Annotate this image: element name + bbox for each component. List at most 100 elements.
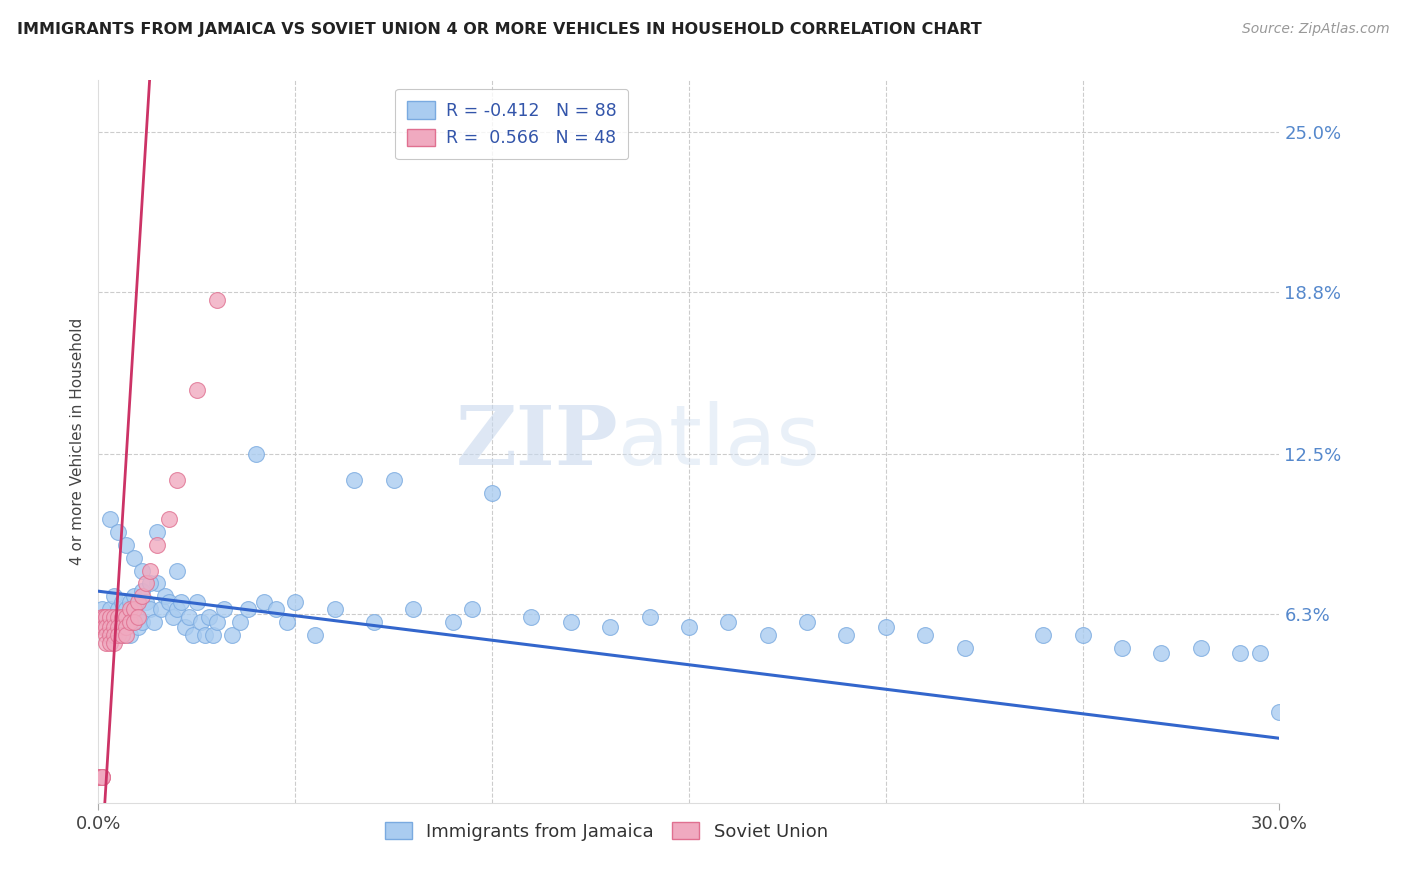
Point [107, 628, 129, 642]
Point [127, 610, 149, 624]
Point [678, 620, 700, 634]
Point [205, 293, 228, 307]
Point [382, 473, 405, 487]
Point [181, 628, 204, 642]
Point [122, 615, 145, 630]
Point [93, 620, 115, 634]
Point [96, 628, 118, 642]
Point [91, 620, 114, 634]
Point [115, 610, 138, 624]
Point [1032, 628, 1054, 642]
Point [150, 602, 173, 616]
Point [118, 615, 141, 630]
Point [138, 564, 160, 578]
Point [91, 610, 114, 624]
Point [111, 628, 134, 642]
Point [229, 615, 252, 630]
Point [174, 620, 197, 634]
Point [93, 610, 115, 624]
Point [98, 628, 121, 642]
Point [363, 615, 385, 630]
Point [138, 602, 160, 616]
Point [186, 594, 208, 608]
Point [115, 620, 138, 634]
Point [107, 524, 129, 539]
Point [127, 620, 149, 634]
Point [96, 615, 118, 630]
Point [96, 620, 118, 634]
Point [131, 584, 153, 599]
Point [138, 576, 160, 591]
Point [131, 590, 153, 604]
Point [157, 512, 180, 526]
Point [103, 636, 125, 650]
Point [343, 473, 366, 487]
Point [157, 594, 180, 608]
Point [91, 770, 114, 784]
Point [146, 576, 169, 591]
Point [1189, 640, 1212, 655]
Point [96, 620, 118, 634]
Point [98, 512, 121, 526]
Point [103, 590, 125, 604]
Point [796, 615, 818, 630]
Point [166, 564, 188, 578]
Point [131, 615, 153, 630]
Point [98, 628, 121, 642]
Point [1111, 640, 1133, 655]
Point [98, 602, 121, 616]
Point [135, 576, 157, 591]
Point [146, 524, 169, 539]
Point [1150, 646, 1173, 660]
Point [194, 628, 217, 642]
Point [205, 615, 228, 630]
Point [127, 610, 149, 624]
Point [276, 615, 298, 630]
Point [236, 602, 259, 616]
Point [107, 602, 129, 616]
Point [953, 640, 976, 655]
Point [520, 610, 543, 624]
Point [1249, 646, 1271, 660]
Point [122, 550, 145, 565]
Point [91, 602, 114, 616]
Point [177, 610, 200, 624]
Point [90, 770, 112, 784]
Point [103, 610, 125, 624]
Point [96, 636, 118, 650]
Point [118, 602, 141, 616]
Point [560, 615, 582, 630]
Point [115, 538, 138, 552]
Point [1071, 628, 1094, 642]
Point [91, 770, 114, 784]
Point [717, 615, 740, 630]
Point [214, 602, 236, 616]
Point [245, 447, 267, 461]
Point [111, 628, 134, 642]
Point [103, 610, 125, 624]
Point [142, 615, 165, 630]
Point [98, 620, 121, 634]
Point [190, 615, 212, 630]
Point [118, 628, 141, 642]
Point [441, 615, 464, 630]
Point [118, 594, 141, 608]
Point [107, 610, 129, 624]
Legend: Immigrants from Jamaica, Soviet Union: Immigrants from Jamaica, Soviet Union [378, 815, 835, 848]
Point [131, 564, 153, 578]
Point [90, 770, 112, 784]
Point [107, 620, 129, 634]
Point [402, 602, 425, 616]
Point [127, 594, 149, 608]
Point [756, 628, 779, 642]
Point [122, 615, 145, 630]
Point [90, 770, 112, 784]
Point [146, 538, 169, 552]
Point [111, 594, 134, 608]
Point [170, 594, 193, 608]
Point [115, 602, 138, 616]
Point [323, 602, 346, 616]
Point [284, 594, 307, 608]
Point [162, 610, 184, 624]
Point [89, 770, 111, 784]
